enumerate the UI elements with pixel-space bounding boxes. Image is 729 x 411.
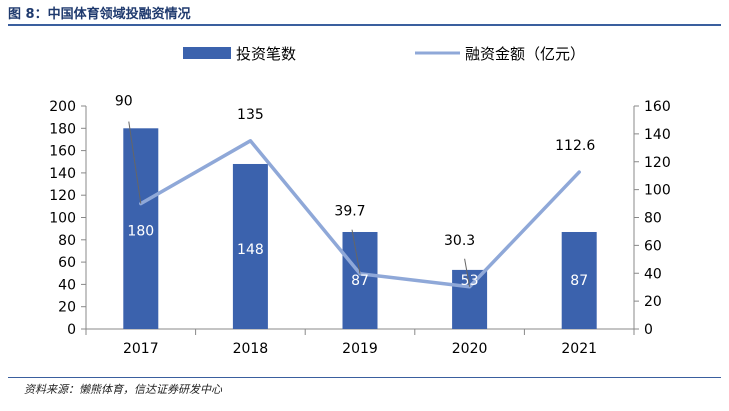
y-left-tick-label: 100 [49, 211, 76, 227]
bar-data-label: 87 [570, 273, 588, 289]
legend: 投资笔数 融资金额（亿元） [183, 45, 585, 63]
bar-data-label: 148 [237, 242, 264, 258]
line-data-leader [351, 229, 361, 274]
line-data-leader [128, 121, 142, 204]
legend-label-bar: 投资笔数 [236, 45, 296, 63]
y-left-tick-label: 140 [49, 166, 76, 182]
y-right-tick-label: 80 [644, 211, 662, 227]
y-right-tick-label: 160 [644, 99, 671, 115]
y-left-tick-label: 180 [49, 121, 76, 137]
line-data-label: 30.3 [444, 233, 475, 249]
y-left-tick-label: 60 [58, 255, 76, 271]
y-left-tick-label: 40 [58, 277, 76, 293]
line-data-label: 135 [237, 107, 264, 123]
x-tick-label: 2019 [342, 341, 378, 357]
bar-2020 [452, 269, 488, 329]
x-tick-label: 2021 [561, 341, 597, 357]
x-tick-label: 2017 [123, 341, 159, 357]
figure-title: 图 8：中国体育领域投融资情况 [8, 7, 191, 22]
source-rule [8, 377, 721, 378]
line-data-label: 90 [115, 94, 133, 110]
y-left-tick-label: 0 [67, 322, 76, 338]
y-left-tick-label: 20 [58, 300, 76, 316]
y-right-tick-label: 60 [644, 238, 662, 254]
bar-2021 [561, 231, 597, 329]
y-right-tick-label: 140 [644, 127, 671, 143]
y-right-tick-label: 40 [644, 266, 662, 282]
bar-2019 [342, 231, 378, 329]
bar-data-label: 87 [351, 273, 369, 289]
legend-swatch-bar [183, 47, 231, 59]
x-tick-label: 2018 [233, 341, 269, 357]
line-data-label: 39.7 [334, 204, 365, 220]
line-data-leader [464, 258, 471, 287]
bar-data-label: 180 [127, 223, 154, 239]
line-data-label: 112.6 [555, 138, 595, 154]
y-right-tick-label: 20 [644, 294, 662, 310]
legend-label-line: 融资金额（亿元） [465, 45, 585, 63]
y-left-tick-label: 80 [58, 233, 76, 249]
bar-data-label: 53 [461, 273, 479, 289]
y-right-tick-label: 100 [644, 183, 671, 199]
chart: 投资笔数 融资金额（亿元） 0 20 40 60 80 100 120 140 160 180 20… [49, 45, 670, 357]
bar-2018 [232, 163, 268, 329]
y-left-tick-label: 200 [49, 99, 76, 115]
y-right-tick-label: 0 [644, 322, 653, 338]
plot-area: 0 20 40 60 80 100 120 140 160 180 200 0 20 40 60 80 100 1… [49, 94, 670, 357]
line-series [139, 139, 581, 289]
title-rule [8, 24, 721, 26]
bar-2017 [123, 128, 159, 329]
y-right-tick-label: 120 [644, 155, 671, 171]
x-tick-label: 2020 [452, 341, 488, 357]
y-left-tick-label: 120 [49, 188, 76, 204]
y-left-tick-label: 160 [49, 144, 76, 160]
source-note: 资料来源：懒熊体育，信达证券研发中心 [24, 383, 222, 396]
